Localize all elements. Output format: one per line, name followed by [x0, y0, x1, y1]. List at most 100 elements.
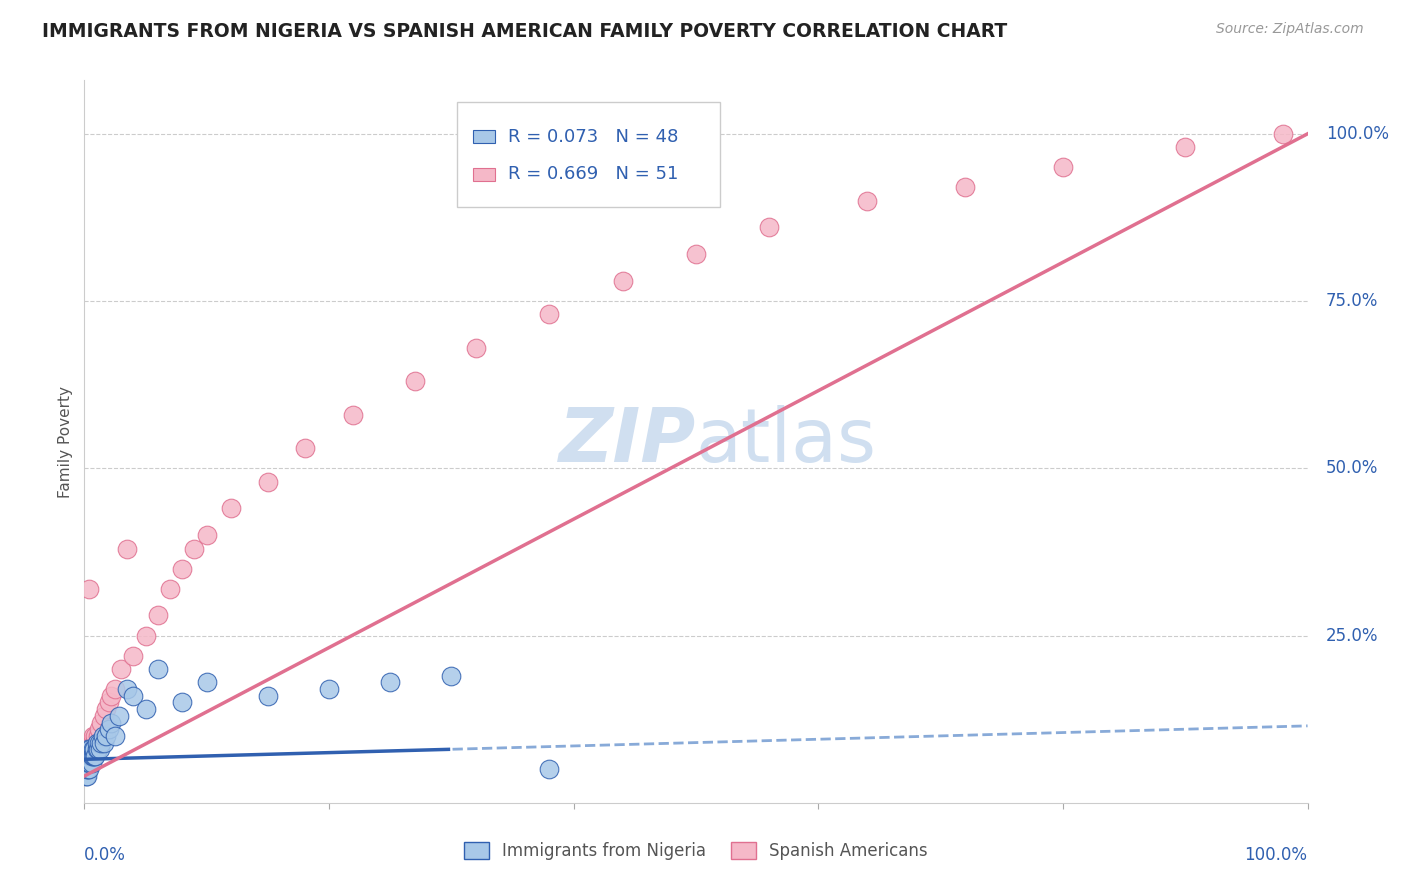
Point [77, 749, 100, 764]
Point [87, 729, 110, 743]
Point [83, 742, 105, 756]
Point [83, 735, 105, 749]
Point [195, 675, 218, 690]
Point [146, 662, 169, 676]
Point [100, 715, 122, 730]
Point [104, 729, 127, 743]
Point [77, 742, 100, 756]
Text: IMMIGRANTS FROM NIGERIA VS SPANISH AMERICAN FAMILY POVERTY CORRELATION CHART: IMMIGRANTS FROM NIGERIA VS SPANISH AMERI… [42, 22, 1008, 41]
Point [97, 723, 120, 737]
Point [115, 681, 138, 696]
Text: atlas: atlas [696, 405, 877, 478]
Point [87, 735, 110, 749]
Point [538, 307, 561, 322]
Point [538, 762, 561, 776]
FancyBboxPatch shape [474, 168, 495, 181]
Point [84, 749, 107, 764]
Point [183, 541, 205, 556]
Point [86, 735, 108, 749]
Point [80, 742, 103, 756]
Point [77, 749, 100, 764]
Point [96, 729, 118, 743]
Point [86, 742, 108, 756]
Point [80, 749, 103, 764]
Point [87, 742, 110, 756]
Point [135, 702, 157, 716]
Point [612, 274, 634, 288]
Point [135, 628, 157, 642]
Y-axis label: Family Poverty: Family Poverty [58, 385, 73, 498]
Point [219, 501, 242, 516]
Point [89, 742, 111, 756]
Text: 100.0%: 100.0% [1244, 847, 1308, 864]
Point [84, 729, 107, 743]
FancyBboxPatch shape [474, 130, 495, 143]
Point [257, 475, 280, 489]
Point [75, 756, 97, 770]
Point [76, 756, 98, 770]
Text: ZIP: ZIP [558, 405, 696, 478]
Point [159, 582, 181, 596]
Text: 0.0%: 0.0% [84, 847, 127, 864]
Point [79, 749, 101, 764]
Point [77, 749, 100, 764]
Point [107, 708, 129, 723]
Point [77, 735, 100, 749]
Point [77, 756, 100, 770]
Point [404, 375, 426, 389]
Point [82, 742, 104, 756]
Point [76, 742, 98, 756]
Point [1272, 127, 1295, 141]
Text: 50.0%: 50.0% [1326, 459, 1378, 477]
Point [79, 735, 101, 749]
FancyBboxPatch shape [457, 102, 720, 207]
Point [77, 582, 100, 596]
Point [440, 669, 463, 683]
Point [93, 735, 115, 749]
Point [318, 681, 340, 696]
Point [79, 742, 101, 756]
Point [79, 742, 101, 756]
Point [77, 762, 100, 776]
Point [82, 729, 104, 743]
Point [86, 735, 108, 749]
Point [122, 648, 145, 663]
Point [110, 662, 132, 676]
Point [79, 756, 101, 770]
Point [146, 608, 169, 623]
Point [172, 696, 194, 710]
Point [75, 756, 97, 770]
Point [91, 729, 114, 743]
Point [76, 749, 98, 764]
Point [80, 735, 103, 749]
Point [76, 769, 98, 783]
Point [122, 689, 145, 703]
Point [96, 702, 118, 716]
Point [342, 408, 364, 422]
Point [953, 180, 976, 194]
Point [77, 749, 100, 764]
Point [83, 749, 105, 764]
Point [195, 528, 218, 542]
Point [76, 749, 98, 764]
Point [1052, 161, 1074, 175]
Point [82, 749, 104, 764]
Point [1174, 140, 1197, 154]
Point [90, 735, 112, 749]
Point [115, 541, 138, 556]
Point [76, 756, 98, 770]
Text: R = 0.073   N = 48: R = 0.073 N = 48 [508, 128, 678, 145]
Point [104, 681, 127, 696]
Point [758, 220, 780, 235]
Point [294, 442, 316, 455]
Point [100, 689, 122, 703]
Point [856, 194, 879, 208]
Point [80, 756, 103, 770]
Point [93, 708, 115, 723]
Text: Source: ZipAtlas.com: Source: ZipAtlas.com [1216, 22, 1364, 37]
Point [87, 723, 110, 737]
Point [77, 742, 100, 756]
Text: 75.0%: 75.0% [1326, 292, 1378, 310]
Text: 25.0%: 25.0% [1326, 626, 1378, 645]
Legend: Immigrants from Nigeria, Spanish Americans: Immigrants from Nigeria, Spanish America… [457, 835, 935, 867]
